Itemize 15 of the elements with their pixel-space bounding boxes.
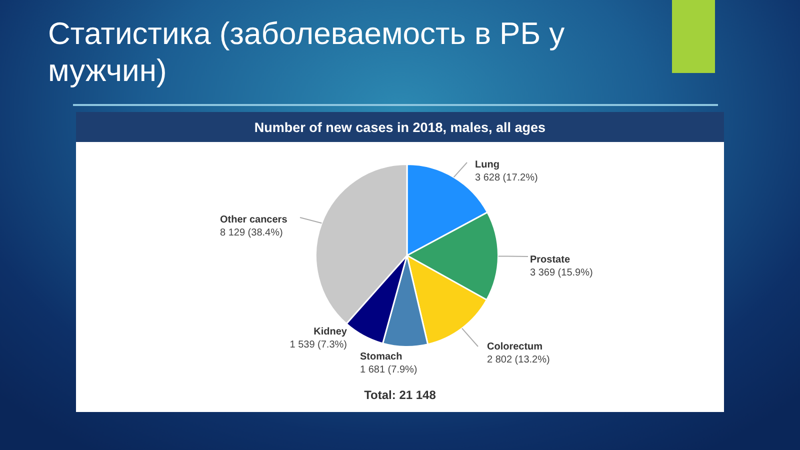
slice-label: Lung	[475, 159, 500, 170]
data-label: 3 369 (15.9%)	[530, 267, 593, 278]
slice-label: Colorectum	[487, 341, 543, 352]
slice-label: Stomach	[360, 351, 402, 362]
data-label: 3 628 (17.2%)	[475, 172, 538, 184]
chart-subtitle: Number of new cases in 2018, males, all ages	[76, 112, 724, 142]
slice-label: Other cancers	[220, 214, 288, 226]
data-label: 1 681 (7.9%)	[360, 364, 418, 376]
text: Total: 21 148	[363, 388, 437, 402]
data-label: 1 539 (7.3%)	[290, 339, 347, 350]
chart-title: Статистика (заболеваемость в РБ у мужчин)	[48, 15, 566, 89]
slice-label: Kidney	[314, 326, 348, 338]
data-label: 2 802 (13.2%)	[487, 354, 550, 366]
slice-label: Prostate	[530, 254, 570, 266]
data-label: 8 129 (38.4%)	[220, 227, 283, 238]
